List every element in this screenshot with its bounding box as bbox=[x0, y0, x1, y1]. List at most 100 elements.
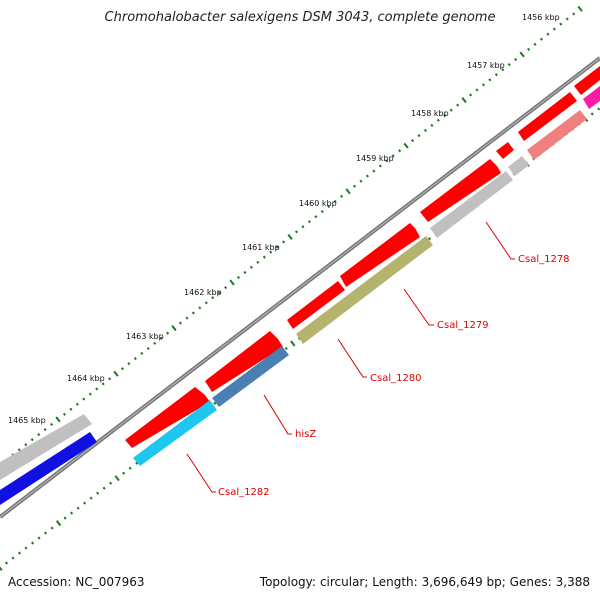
major-tick bbox=[55, 520, 62, 527]
minor-tick bbox=[430, 123, 434, 127]
minor-tick bbox=[275, 245, 279, 249]
gene-feature[interactable] bbox=[287, 281, 345, 329]
minor-tick bbox=[590, 112, 594, 116]
genes-label: Genes: bbox=[509, 575, 552, 589]
gene-feature[interactable] bbox=[518, 92, 577, 141]
genes-value: 3,388 bbox=[555, 575, 590, 589]
minor-tick bbox=[122, 471, 126, 475]
minor-tick bbox=[83, 501, 87, 505]
gene-label[interactable]: Csal_1280 bbox=[370, 373, 422, 384]
major-tick bbox=[55, 416, 61, 423]
minor-tick bbox=[352, 184, 357, 188]
gene-labels: Csal_1278 Csal_1279 Csal_1280 hisZ Csal_… bbox=[218, 254, 570, 498]
ruler-label: 1463 kbp bbox=[126, 332, 164, 341]
reverse-strand-track bbox=[133, 86, 600, 466]
gene-feature[interactable] bbox=[212, 346, 289, 407]
minor-tick bbox=[456, 103, 460, 107]
topology-label: Topology: bbox=[259, 575, 316, 589]
minor-tick bbox=[236, 275, 241, 280]
gene-feature[interactable] bbox=[508, 156, 529, 176]
major-tick bbox=[287, 233, 293, 240]
minor-tick bbox=[417, 133, 421, 138]
minor-tick bbox=[284, 346, 288, 351]
gene-feature[interactable] bbox=[583, 86, 600, 109]
minor-tick bbox=[565, 17, 569, 21]
gene-feature[interactable] bbox=[125, 387, 210, 448]
major-tick bbox=[229, 279, 235, 286]
minor-tick bbox=[475, 88, 479, 92]
minor-tick bbox=[427, 237, 432, 241]
major-tick bbox=[461, 97, 467, 104]
minor-tick bbox=[69, 407, 73, 411]
minor-tick bbox=[135, 461, 139, 465]
minor-tick bbox=[50, 526, 54, 530]
minor-tick bbox=[320, 210, 324, 214]
minor-tick bbox=[198, 306, 202, 310]
minor-tick bbox=[378, 164, 382, 168]
ruler-label: 1465 kbp bbox=[8, 416, 46, 425]
minor-tick bbox=[249, 265, 253, 269]
minor-tick bbox=[327, 204, 331, 209]
major-tick bbox=[171, 325, 177, 332]
major-tick bbox=[113, 370, 119, 377]
minor-tick bbox=[481, 83, 485, 87]
minor-tick bbox=[501, 68, 505, 72]
major-tick bbox=[114, 475, 120, 482]
gene-feature[interactable] bbox=[496, 142, 514, 159]
minor-tick bbox=[488, 78, 492, 82]
major-tick bbox=[577, 5, 583, 12]
gene-feature[interactable] bbox=[0, 414, 92, 480]
gene-feature[interactable] bbox=[527, 110, 587, 160]
minor-tick bbox=[597, 107, 600, 111]
minor-tick bbox=[82, 397, 86, 401]
minor-tick bbox=[269, 250, 273, 254]
minor-tick bbox=[43, 427, 47, 432]
minor-tick bbox=[411, 139, 415, 143]
forward-strand-track bbox=[125, 66, 600, 448]
ruler-labels: 1456 kbp 1457 kbp 1458 kbp 1459 kbp 1460… bbox=[8, 13, 560, 425]
gene-label-leaders bbox=[186, 221, 515, 493]
minor-tick bbox=[17, 551, 22, 555]
gene-label[interactable]: Csal_1279 bbox=[437, 320, 489, 331]
minor-tick bbox=[282, 240, 286, 244]
gene-feature[interactable] bbox=[296, 236, 433, 344]
minor-tick bbox=[24, 546, 28, 550]
minor-tick bbox=[191, 311, 195, 315]
gene-label[interactable]: hisZ bbox=[295, 429, 316, 440]
gene-feature[interactable] bbox=[430, 171, 513, 238]
major-tick bbox=[0, 566, 3, 571]
minor-tick bbox=[4, 561, 9, 565]
ruler-label: 1456 kbp bbox=[522, 13, 560, 22]
major-tick bbox=[290, 340, 296, 347]
minor-tick bbox=[449, 108, 453, 112]
minor-tick bbox=[359, 179, 363, 183]
length-label: Length: bbox=[372, 575, 418, 589]
minor-tick bbox=[340, 194, 344, 198]
minor-tick bbox=[44, 531, 48, 535]
minor-tick bbox=[262, 255, 266, 259]
ruler-label: 1461 kbp bbox=[242, 243, 280, 252]
minor-tick bbox=[372, 169, 376, 173]
minor-tick bbox=[552, 27, 556, 31]
gene-label[interactable]: Csal_1278 bbox=[518, 254, 570, 265]
gene-feature[interactable] bbox=[574, 66, 600, 95]
minor-tick bbox=[514, 57, 518, 62]
left-gene-track bbox=[0, 414, 97, 505]
gene-feature[interactable] bbox=[205, 331, 283, 392]
gene-feature[interactable] bbox=[0, 432, 97, 505]
major-tick bbox=[519, 51, 525, 58]
gene-label[interactable]: Csal_1282 bbox=[218, 487, 270, 498]
minor-tick bbox=[217, 291, 221, 295]
minor-tick bbox=[307, 220, 311, 224]
gene-feature[interactable] bbox=[133, 400, 217, 466]
minor-tick bbox=[436, 118, 440, 122]
minor-tick bbox=[88, 392, 92, 396]
gene-feature[interactable] bbox=[340, 223, 420, 287]
minor-tick bbox=[37, 433, 41, 437]
gene-feature[interactable] bbox=[420, 159, 501, 222]
minor-tick bbox=[469, 93, 473, 97]
minor-tick bbox=[539, 37, 543, 41]
map-title: Chromohalobacter salexigens DSM 3043, co… bbox=[104, 10, 496, 25]
minor-tick bbox=[178, 321, 183, 325]
